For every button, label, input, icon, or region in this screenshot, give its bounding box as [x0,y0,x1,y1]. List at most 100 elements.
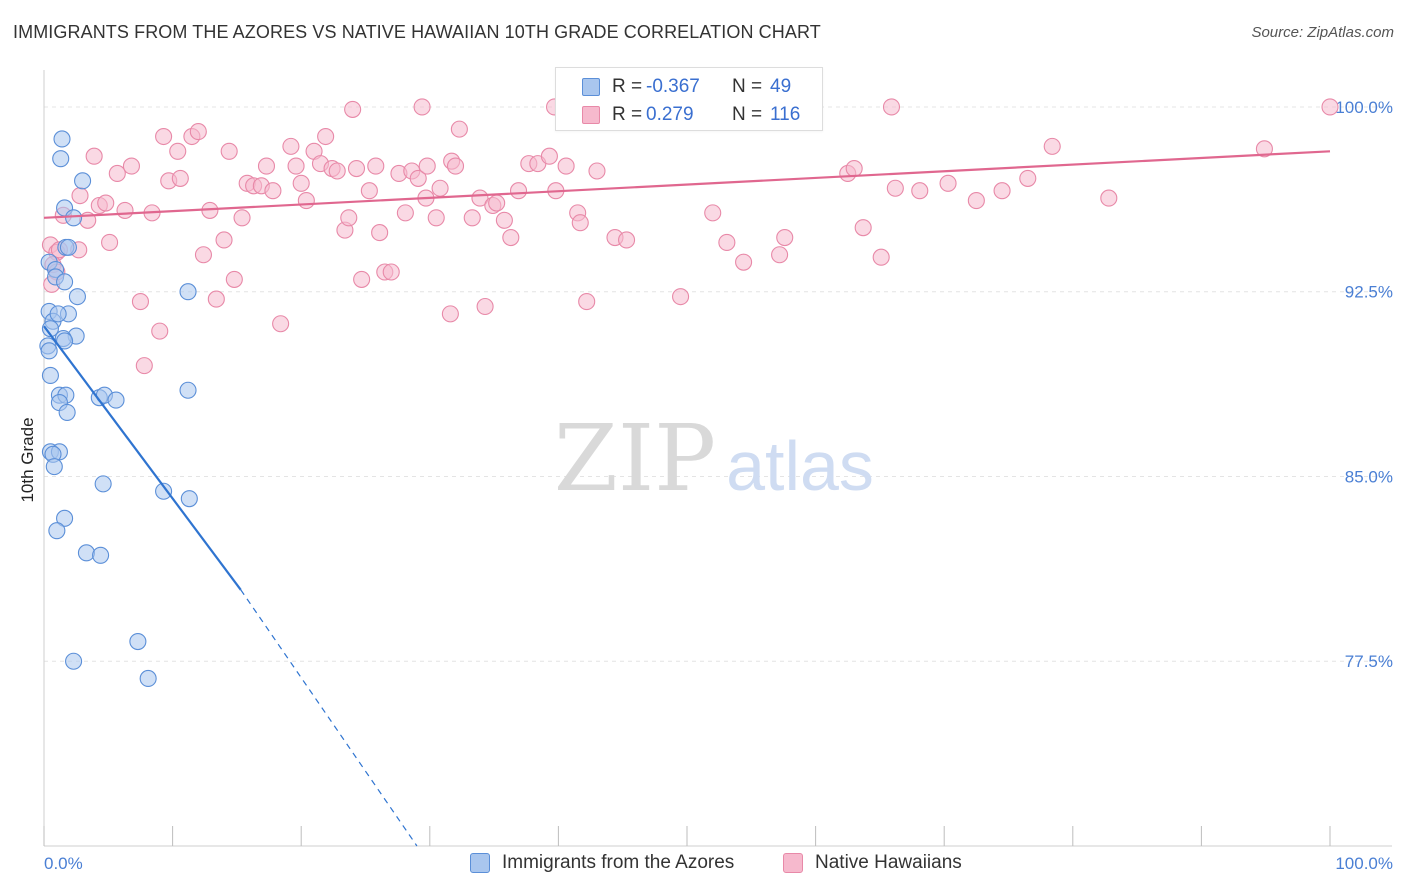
hawaiian-point [194,246,213,264]
hawaiian-point [718,233,736,251]
hawaiian-point [431,179,449,197]
legend-label-azores: Immigrants from the Azores [502,852,735,873]
hawaiian-point [151,322,169,340]
legend-swatch-hawaiians [783,853,803,873]
hawaiian-point [409,169,427,187]
hawaiian-point [463,209,481,227]
hawaiian-point [171,169,189,187]
legend-swatch-azores [470,853,490,873]
hawaiian-point [578,293,596,311]
azores-point [56,509,74,527]
azores-point [65,209,83,227]
x-tick-label: 100.0% [1335,854,1393,873]
azores-trend-extension [240,589,418,847]
hawaiian-point [1321,98,1339,116]
watermark: ZIP atlas [554,405,874,512]
hawaiian-point [282,137,300,155]
azores-point [59,238,77,256]
azores-point [77,544,95,562]
hawaiian-point [340,209,358,227]
azores-point [129,632,147,651]
hawaiian-point [297,192,315,210]
hawaiian-point [845,159,863,178]
axes [43,70,1392,847]
legend-swatch-pink [582,106,600,124]
hawaiian-point [382,263,400,281]
hawaiian-point [367,157,385,175]
hawaiian-point [272,315,290,333]
azores-point [41,366,59,385]
legend-label-hawaiians: Native Hawaiians [815,852,962,873]
hawaiian-point [993,182,1011,200]
azores-point [53,130,71,148]
hawaiian-point [1043,137,1061,155]
hawaiian-point [215,231,233,249]
hawaiian-point [264,182,282,200]
series-legend: Immigrants from the Azores Native Hawaii… [0,850,1406,878]
hawaiian-point [854,219,872,237]
hawaiian-point [225,270,243,288]
hawaiian-point [571,214,589,232]
hawaiian-point [189,123,207,141]
hawaiian-point [220,142,238,160]
legend-n-label: N = [732,76,763,97]
hawaiian-point [882,98,901,116]
azores-point [48,522,66,540]
hawaiian-point [446,157,465,175]
hawaiian-point [872,248,890,266]
azores-point [155,482,173,500]
azores-point [179,381,197,399]
watermark-atlas: atlas [726,427,874,505]
hawaiian-point [413,98,431,116]
hawaiian-point [131,293,149,311]
azores-point [179,283,197,301]
trend-lines [43,150,1331,847]
legend-row-azores: R = -0.367 N = 49 [556,73,822,101]
azores-trend-line [43,325,242,591]
azores-point [45,458,63,476]
azores-point [92,546,110,564]
hawaiian-point [771,246,789,264]
hawaiian-point [328,162,346,180]
x-tick-labels: 0.0% 100.0% [44,854,1393,873]
azores-point [107,391,125,409]
hawaiian-point [1100,189,1118,207]
hawaiian-point [116,201,134,219]
hawaiian-point [418,157,436,175]
hawaiian-point [97,194,115,212]
legend-r-label: R = [612,104,643,125]
hawaiian-point [427,209,445,227]
hawaiian-point [618,231,636,249]
azores-point [41,320,59,338]
y-tick-labels: 77.5% 85.0% 92.5% 100.0% [1335,98,1393,671]
hawaiian-point [672,288,690,306]
legend-n-value: 116 [770,104,801,125]
y-tick-label: 77.5% [1345,652,1393,671]
legend-r-label: R = [612,76,643,97]
hawaiian-point [1019,169,1037,187]
azores-point [56,332,74,350]
watermark-zip: ZIP [554,405,716,512]
gridlines [44,106,1392,662]
legend-n-label: N = [732,104,763,125]
chart-title: IMMIGRANTS FROM THE AZORES VS NATIVE HAW… [13,22,821,42]
hawaiian-point [704,204,722,222]
legend-row-hawaiians: R = 0.279 N = 116 [556,101,822,129]
y-tick-label: 100.0% [1335,98,1393,117]
azores-point [65,652,83,670]
hawaiian-point [257,157,276,175]
hawaiian-point [967,192,985,210]
hawaiian-point [108,164,126,183]
azores-point [56,273,74,291]
hawaiian-point [101,233,119,251]
y-tick-label: 92.5% [1345,283,1393,302]
y-tick-label: 85.0% [1345,467,1393,486]
azores-point [94,475,112,493]
azores-point [40,342,58,360]
hawaiian-point [441,305,459,323]
hawaiian-point [886,179,904,197]
hawaiian-point [509,182,528,200]
native-hawaiians-points [41,98,1339,375]
hawaiian-point [476,297,494,316]
hawaiian-point [317,127,335,146]
